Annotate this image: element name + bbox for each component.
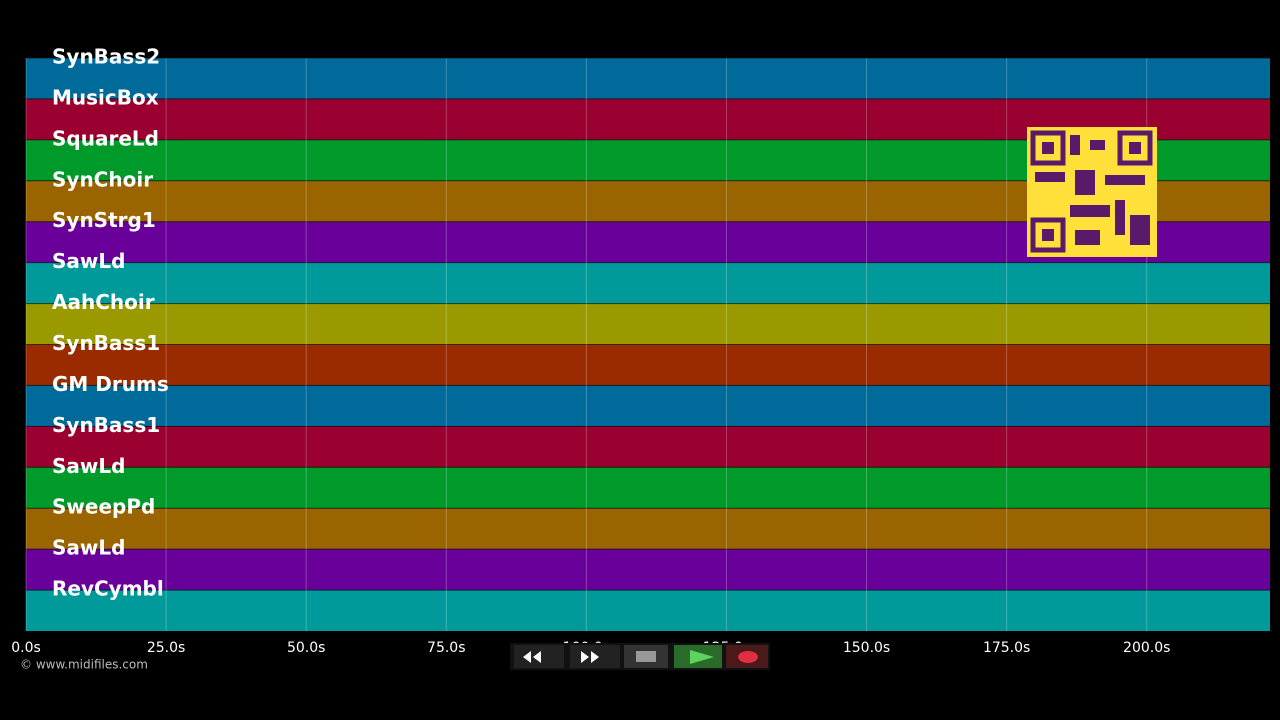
track-name: SynBass1 [52, 331, 160, 355]
copyright: © www.midifiles.com [20, 658, 148, 672]
track-name: SawLd [52, 536, 125, 560]
x-tick-label: 50.0s [287, 640, 325, 656]
x-tick-label: 200.0s [1123, 640, 1170, 656]
track-band [26, 590, 1270, 631]
track-band [26, 508, 1270, 550]
x-tick-label: 0.0s [11, 640, 41, 656]
track-name: SynBass2 [52, 45, 160, 69]
play-button[interactable] [674, 645, 722, 668]
record-button[interactable] [726, 645, 768, 668]
x-tick-label: 175.0s [983, 640, 1030, 656]
track-name: SynStrg1 [52, 208, 156, 232]
track-band [26, 344, 1270, 386]
track-band [26, 467, 1270, 509]
track-name: RevCymbl [52, 577, 164, 601]
track-name: AahChoir [52, 290, 155, 314]
track-name: MusicBox [52, 85, 159, 109]
forward-button[interactable] [570, 645, 620, 668]
track-name: SweepPd [52, 495, 155, 519]
track-band [26, 426, 1270, 468]
track-name: SynChoir [52, 167, 153, 191]
track-name: SawLd [52, 249, 125, 273]
x-tick-label: 150.0s [843, 640, 890, 656]
track-name: SynBass1 [52, 413, 160, 437]
rewind-button[interactable] [514, 645, 564, 668]
track-band [26, 303, 1270, 345]
qr-code [1027, 127, 1157, 257]
track-name: GM Drums [52, 372, 169, 396]
track-band [26, 262, 1270, 304]
track-name: SquareLd [52, 126, 159, 150]
x-tick-label: 25.0s [147, 640, 185, 656]
transport [510, 643, 770, 670]
track-name: SawLd [52, 454, 125, 478]
track-band [26, 549, 1270, 591]
track-band [26, 385, 1270, 427]
stop-button[interactable] [624, 645, 668, 668]
track-band [26, 58, 1270, 99]
x-tick-label: 75.0s [427, 640, 465, 656]
